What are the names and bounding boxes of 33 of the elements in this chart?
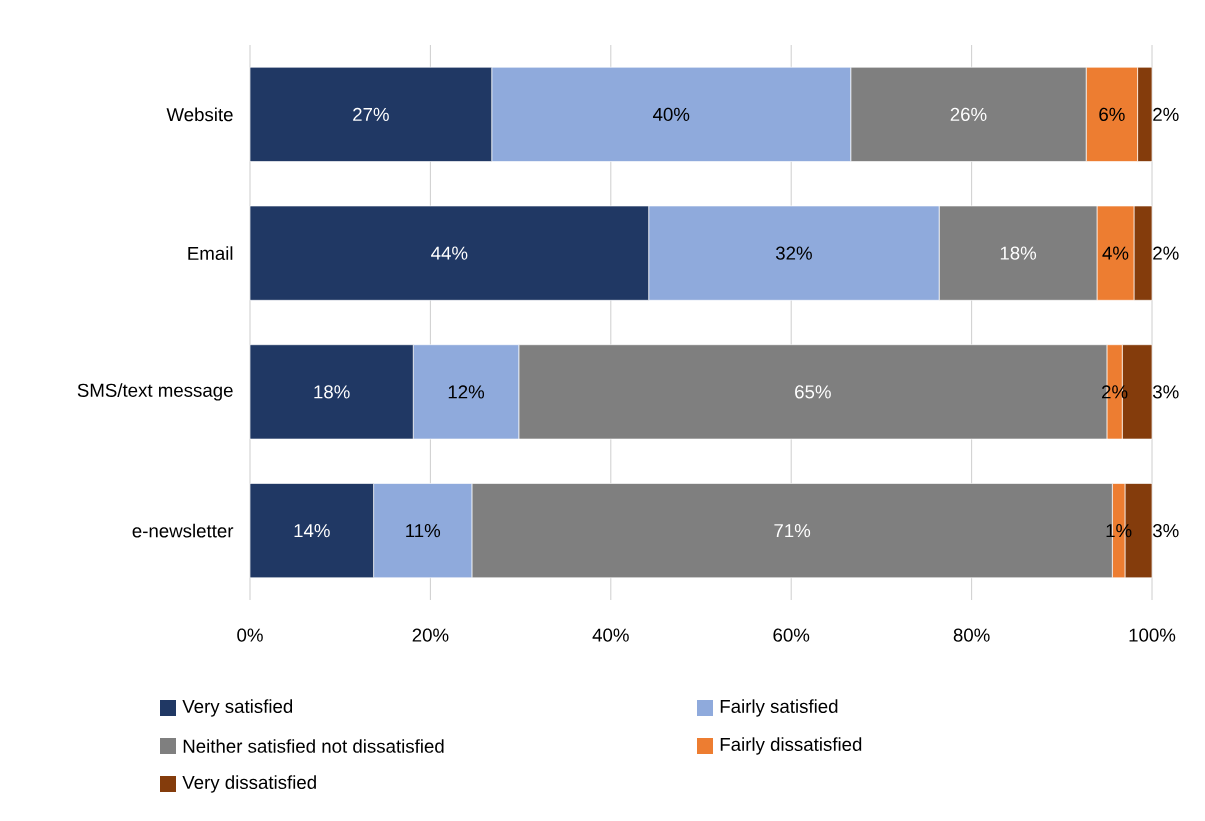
data-label: 3% bbox=[1152, 524, 1179, 538]
x-tick-label: 100% bbox=[1129, 628, 1176, 642]
y-tick-label: Email bbox=[188, 246, 233, 260]
x-tick-label: 80% bbox=[953, 628, 990, 642]
data-label: 2% bbox=[1153, 107, 1179, 121]
y-tick-label: e-newsletter bbox=[132, 523, 234, 538]
legend-label: Fairly satisfied bbox=[720, 699, 838, 717]
x-tick-label: 20% bbox=[412, 628, 449, 642]
legend-label: Very satisfied bbox=[182, 699, 293, 717]
data-label: 26% bbox=[950, 107, 987, 121]
x-tick-label: 60% bbox=[773, 628, 810, 642]
data-label: 12% bbox=[448, 385, 485, 399]
data-label: 6% bbox=[1099, 107, 1125, 121]
data-label: 2% bbox=[1153, 246, 1179, 260]
data-label: 65% bbox=[795, 385, 831, 399]
data-label: 32% bbox=[775, 246, 812, 260]
legend-label: Very dissatisfied bbox=[182, 775, 316, 793]
data-label: 44% bbox=[431, 246, 468, 260]
data-label: 18% bbox=[314, 385, 350, 399]
x-tick-label: 0% bbox=[237, 628, 263, 642]
legend-label: Neither satisfied not dissatisfied bbox=[183, 739, 444, 753]
x-tick-label: 40% bbox=[592, 628, 629, 642]
data-label: 3% bbox=[1152, 385, 1179, 399]
data-label: 40% bbox=[652, 107, 690, 121]
data-label: 18% bbox=[1000, 246, 1037, 260]
data-label: 4% bbox=[1102, 246, 1129, 260]
data-label: 71% bbox=[774, 524, 811, 538]
data-label: 11% bbox=[406, 524, 441, 538]
legend-label: Fairly dissatisfied bbox=[720, 737, 862, 755]
data-label: 27% bbox=[353, 107, 389, 121]
data-label: 14% bbox=[294, 524, 330, 538]
y-tick-label: Website bbox=[166, 107, 233, 122]
y-tick-label: SMS/text message bbox=[77, 383, 233, 401]
